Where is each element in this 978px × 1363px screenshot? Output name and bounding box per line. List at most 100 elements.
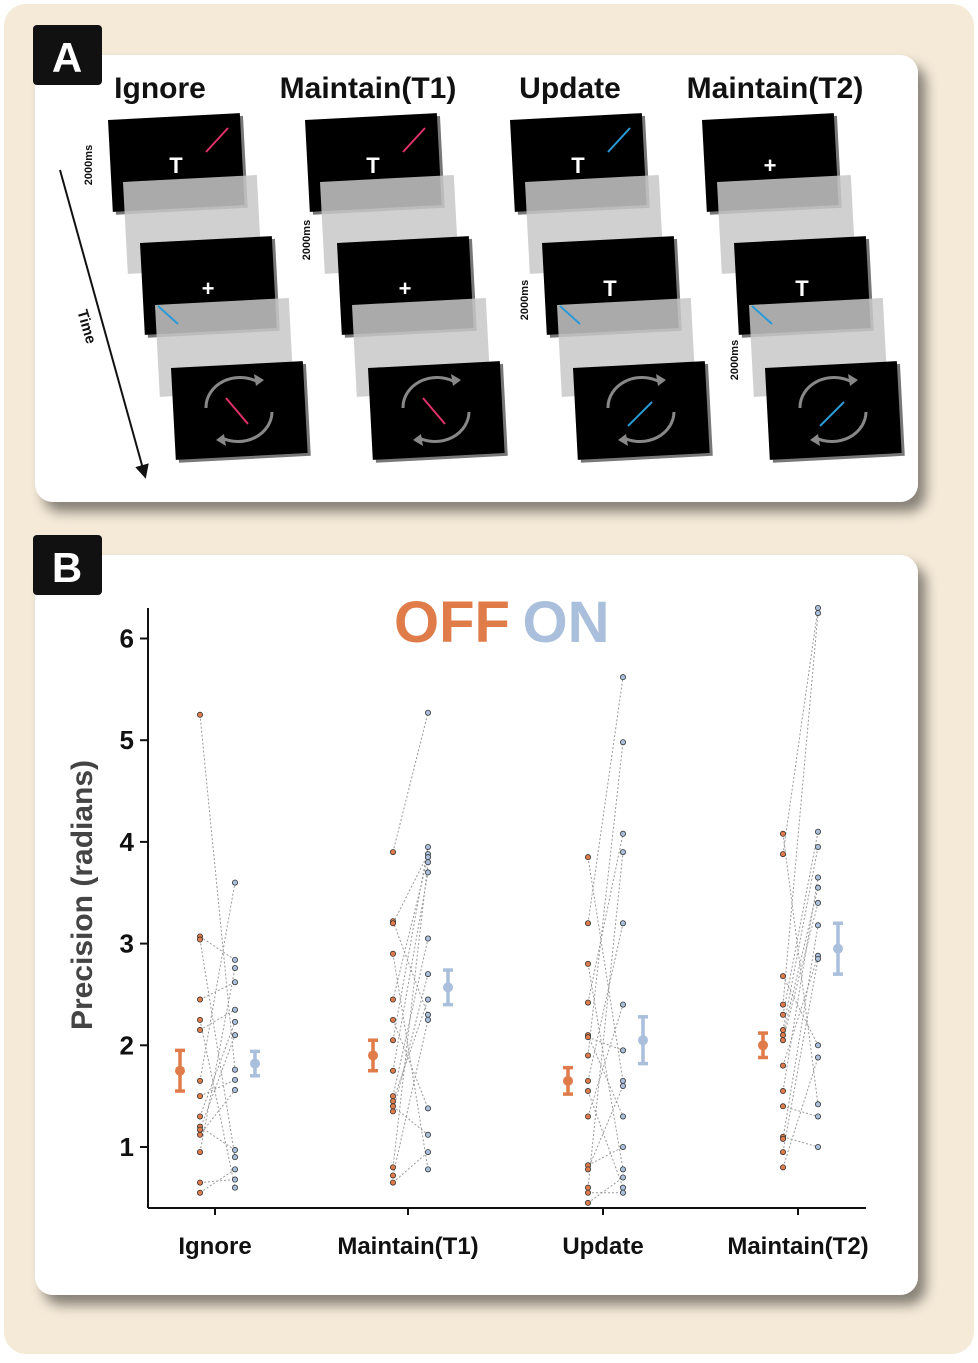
pair-line bbox=[587, 852, 624, 1188]
pair-line bbox=[782, 975, 819, 1046]
pair-line bbox=[782, 925, 819, 1139]
ring-head bbox=[216, 434, 226, 446]
subject-point bbox=[196, 711, 203, 718]
subject-point bbox=[585, 960, 592, 967]
subject-point bbox=[424, 859, 431, 866]
y-tick-label: 5 bbox=[120, 725, 134, 755]
x-tick-label: Ignore bbox=[178, 1233, 251, 1260]
pair-line bbox=[199, 1009, 236, 1031]
subject-point bbox=[196, 1093, 203, 1100]
pair-line bbox=[392, 953, 429, 1170]
pair-line bbox=[587, 857, 624, 1081]
subject-point bbox=[780, 1062, 787, 1069]
subject-point bbox=[424, 1105, 431, 1112]
subject-point bbox=[585, 854, 592, 861]
pair-line bbox=[392, 938, 429, 1097]
subject-point bbox=[620, 674, 627, 681]
subject-point bbox=[424, 971, 431, 978]
subject-point bbox=[231, 1076, 238, 1083]
duration-label: 2000ms bbox=[519, 280, 531, 320]
pair-line bbox=[587, 1146, 624, 1166]
condition-title: Maintain(T2) bbox=[687, 72, 864, 105]
pair-line bbox=[782, 955, 819, 1066]
pair-line bbox=[782, 833, 819, 1105]
subject-point bbox=[231, 965, 238, 972]
subject-point bbox=[231, 1087, 238, 1094]
subject-point bbox=[585, 1077, 592, 1084]
pair-line bbox=[392, 846, 429, 1041]
subject-point bbox=[196, 1179, 203, 1186]
pair-line bbox=[782, 958, 819, 1153]
card-symbol: T bbox=[366, 153, 380, 178]
pair-line bbox=[392, 1105, 429, 1136]
mean-point bbox=[563, 1075, 573, 1086]
card-symbol: T bbox=[169, 153, 183, 178]
condition-title: Ignore bbox=[114, 72, 206, 105]
pair-line bbox=[199, 967, 236, 1153]
subject-point bbox=[389, 1067, 396, 1074]
pair-line bbox=[199, 882, 236, 1081]
pair-line bbox=[199, 1168, 236, 1194]
subject-point bbox=[585, 1199, 592, 1206]
cue-arrow bbox=[402, 127, 426, 153]
x-tick-label: Update bbox=[562, 1233, 643, 1260]
subject-point bbox=[424, 1149, 431, 1156]
subject-point bbox=[815, 843, 822, 850]
cue-arrow bbox=[607, 127, 631, 153]
duration-label: 2000ms bbox=[83, 145, 95, 185]
pair-line bbox=[587, 677, 624, 924]
subject-point bbox=[585, 1034, 592, 1041]
subject-point bbox=[231, 1066, 238, 1073]
pair-line bbox=[782, 887, 819, 1036]
probe-arrow bbox=[225, 397, 249, 425]
response-ring bbox=[815, 411, 868, 443]
subject-point bbox=[196, 996, 203, 1003]
card-symbol: T bbox=[795, 276, 809, 301]
screen-card bbox=[368, 361, 505, 460]
ring-head bbox=[810, 434, 820, 446]
x-tick-label: Maintain(T1) bbox=[337, 1233, 478, 1260]
subject-point bbox=[620, 1174, 627, 1181]
ring-head bbox=[656, 374, 666, 386]
panel-label-box bbox=[33, 535, 102, 595]
y-tick-label: 2 bbox=[120, 1030, 134, 1060]
subject-point bbox=[620, 1143, 627, 1150]
card-symbol: + bbox=[764, 153, 777, 178]
card-symbol: + bbox=[202, 276, 215, 301]
cue-arrow bbox=[751, 305, 773, 325]
response-ring bbox=[204, 375, 259, 409]
subject-point bbox=[389, 1172, 396, 1179]
subject-point bbox=[196, 1131, 203, 1138]
pair-line bbox=[782, 877, 819, 1092]
subject-point bbox=[780, 1037, 787, 1044]
subject-point bbox=[231, 1166, 238, 1173]
card-symbol: T bbox=[603, 276, 617, 301]
time-arrow bbox=[59, 169, 149, 479]
subject-point bbox=[780, 1103, 787, 1110]
subject-point bbox=[196, 1126, 203, 1133]
response-ring bbox=[606, 375, 661, 409]
subject-point bbox=[620, 1047, 627, 1054]
subject-point bbox=[389, 1103, 396, 1110]
subject-point bbox=[620, 1184, 627, 1191]
subject-point bbox=[424, 1016, 431, 1023]
subject-point bbox=[620, 1077, 627, 1084]
pair-line bbox=[587, 923, 624, 1081]
pair-line bbox=[392, 862, 429, 1168]
mean-point bbox=[833, 943, 843, 954]
pair-line bbox=[587, 1090, 624, 1188]
ring-head bbox=[848, 374, 858, 386]
pair-line bbox=[392, 1019, 429, 1176]
screen-card bbox=[171, 361, 308, 460]
panel-label-box bbox=[33, 25, 102, 85]
subject-point bbox=[389, 1093, 396, 1100]
subject-point bbox=[196, 1077, 203, 1084]
subject-point bbox=[231, 1176, 238, 1183]
ring-head bbox=[451, 374, 461, 386]
subject-point bbox=[620, 1082, 627, 1089]
pair-line bbox=[782, 607, 819, 855]
cue-arrow bbox=[157, 305, 179, 325]
screen-card bbox=[573, 361, 710, 460]
response-ring bbox=[623, 411, 676, 443]
